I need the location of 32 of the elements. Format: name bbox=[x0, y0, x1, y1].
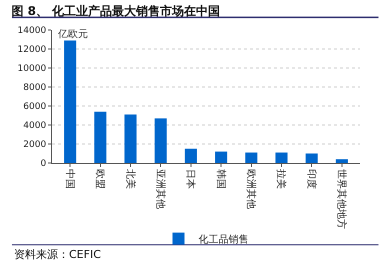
y-tick-label: 4000 bbox=[23, 121, 46, 132]
y-tick-label: 14000 bbox=[18, 26, 46, 36]
bar bbox=[124, 114, 137, 163]
x-tick-label: 亚洲其他 bbox=[154, 169, 166, 209]
bar bbox=[184, 148, 197, 163]
x-tick-label: 欧洲其他 bbox=[245, 169, 258, 209]
x-tick-label: 日本 bbox=[184, 169, 197, 189]
y-axis-title: 亿欧元 bbox=[57, 29, 88, 40]
y-tick-label: 6000 bbox=[23, 102, 46, 112]
y-tick-label: 0 bbox=[40, 159, 46, 170]
x-tick-label: 世界其他地方 bbox=[336, 169, 348, 229]
bar bbox=[64, 40, 76, 163]
bar bbox=[336, 159, 348, 163]
bar bbox=[154, 118, 167, 163]
y-tick-label: 10000 bbox=[18, 64, 46, 74]
x-tick-label: 韩国 bbox=[214, 169, 227, 189]
y-tick-label: 8000 bbox=[23, 83, 46, 94]
x-tick-label: 印度 bbox=[305, 169, 318, 189]
text: 资料来源：CEFIC bbox=[14, 248, 102, 261]
bar bbox=[94, 112, 106, 163]
x-tick-label: 拉美 bbox=[275, 169, 288, 189]
bar bbox=[215, 152, 228, 163]
legend-label: 化工品销售 bbox=[198, 234, 248, 246]
bar bbox=[275, 152, 288, 163]
y-tick-label: 12000 bbox=[18, 45, 46, 56]
bar bbox=[306, 154, 318, 163]
chart-title: 图 8、 化工业产品最大销售市场在中国 bbox=[11, 4, 220, 18]
x-tick-label: 中国 bbox=[64, 169, 76, 189]
x-tick-label: 欧盟 bbox=[94, 169, 106, 189]
bar bbox=[245, 152, 258, 163]
y-tick-label: 2000 bbox=[23, 140, 46, 150]
x-tick-label: 北美 bbox=[124, 169, 136, 189]
